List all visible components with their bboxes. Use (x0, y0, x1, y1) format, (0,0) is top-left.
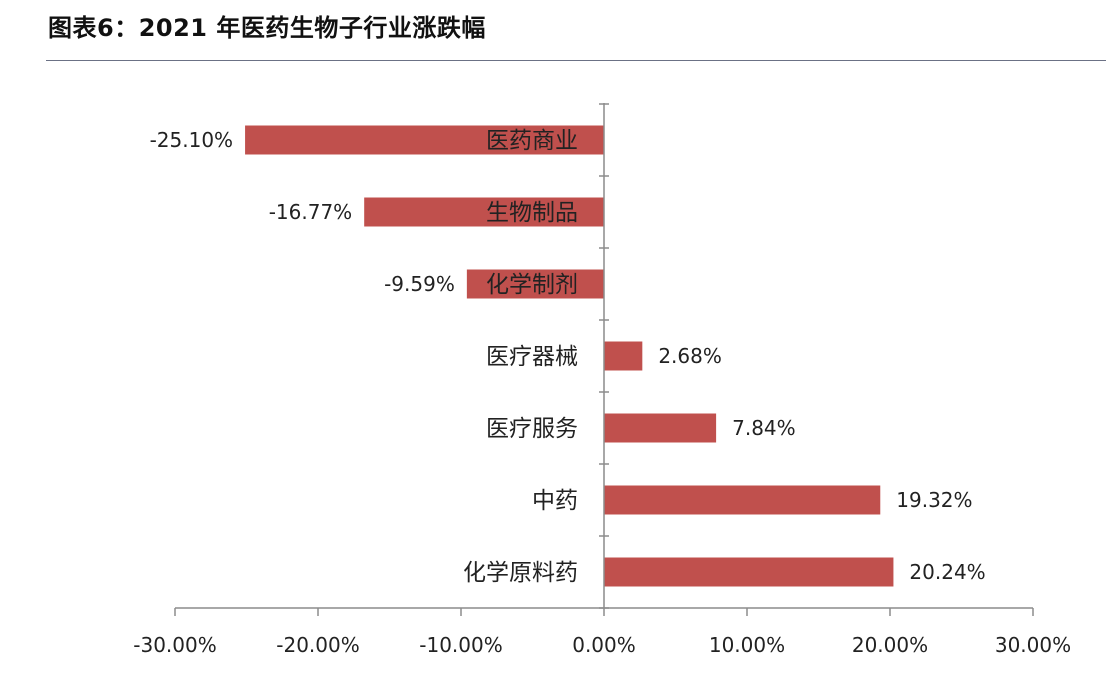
bar-4 (604, 341, 643, 371)
value-label: 2.68% (658, 344, 722, 368)
value-label: -25.10% (150, 128, 233, 152)
category-label: 中药 (532, 488, 578, 514)
bar-1 (245, 125, 604, 155)
value-label: 20.24% (909, 560, 985, 584)
category-label: 生物制品 (486, 200, 578, 226)
category-label: 医疗器械 (486, 344, 578, 370)
value-label: -16.77% (269, 200, 352, 224)
category-label: 医药商业 (486, 128, 578, 154)
chart-title: 图表6：2021 年医药生物子行业涨跌幅 (48, 14, 486, 42)
value-label: -9.59% (384, 272, 455, 296)
category-label: 化学制剂 (486, 272, 578, 298)
x-tick-label: 10.00% (709, 633, 785, 657)
x-tick-label: 20.00% (852, 633, 928, 657)
bars-group (245, 125, 894, 587)
value-label: 19.32% (896, 488, 972, 512)
category-label: 医疗服务 (486, 416, 578, 442)
bar-5 (604, 413, 717, 443)
x-tick-label: 30.00% (995, 633, 1071, 657)
value-label: 7.84% (732, 416, 796, 440)
labels-group: 医药商业 -25.10% 生物制品 -16.77% 化学制剂 -9.59% 医疗器械 2.68… (150, 128, 986, 586)
category-label: 化学原料药 (463, 560, 578, 586)
bar-6 (604, 485, 881, 515)
x-tick-label: -30.00% (133, 633, 216, 657)
x-axis: -30.00% -20.00% -10.00% 0.00% 10.00% 20.00% 30… (133, 607, 1071, 657)
x-tick-label: 0.00% (572, 633, 636, 657)
title-divider (46, 60, 1106, 61)
x-tick-label: -10.00% (419, 633, 502, 657)
x-tick-label: -20.00% (276, 633, 359, 657)
bar-2 (364, 197, 604, 227)
bar-7 (604, 557, 894, 587)
bar-3 (466, 269, 604, 299)
